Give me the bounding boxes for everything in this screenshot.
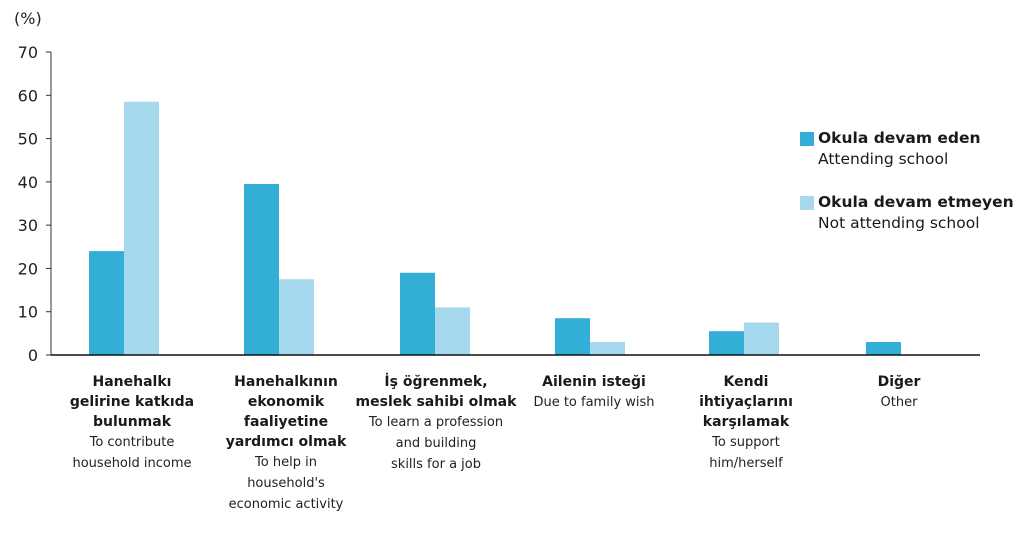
category-label-0: Hanehalkı gelirine katkıda bulunmak To c… bbox=[47, 372, 217, 474]
legend-label-en: Attending school bbox=[818, 150, 949, 168]
category-label-en: To help in household's economic activity bbox=[228, 455, 344, 512]
bar-attending-5 bbox=[866, 342, 901, 355]
legend-swatch-not-attending bbox=[800, 196, 814, 210]
category-label-1: Hanehalkının ekonomik faaliyetine yardım… bbox=[201, 372, 371, 515]
category-label-en: Other bbox=[880, 395, 918, 410]
legend-label-tr: Okula devam eden bbox=[818, 129, 981, 147]
category-label-en: Due to family wish bbox=[533, 395, 655, 410]
y-tick-label: 0 bbox=[28, 346, 38, 365]
bar-attending-2 bbox=[400, 272, 435, 355]
category-label-en: To learn a profession and building skill… bbox=[368, 415, 504, 472]
bar-not-attending-0 bbox=[124, 101, 159, 356]
category-label-3: Ailenin isteği Due to family wish bbox=[509, 372, 679, 413]
bar-not-attending-1 bbox=[279, 279, 314, 355]
category-label-2: İş öğrenmek, meslek sahibi olmak To lear… bbox=[351, 372, 521, 475]
category-label-tr: Diğer bbox=[877, 374, 921, 390]
bar-not-attending-2 bbox=[435, 307, 470, 355]
bar-not-attending-3 bbox=[590, 342, 625, 355]
category-label-4: Kendi ihtiyaçlarını karşılamak To suppor… bbox=[661, 372, 831, 474]
bar-attending-4 bbox=[709, 331, 744, 355]
y-unit-label: (%) bbox=[14, 9, 42, 28]
category-label-tr: Kendi ihtiyaçlarını karşılamak bbox=[699, 374, 793, 430]
category-label-en: To support him/herself bbox=[709, 435, 783, 471]
legend-item-not-attending: Okula devam etmeyen Not attending school bbox=[800, 192, 1020, 234]
category-label-tr: Ailenin isteği bbox=[542, 374, 646, 390]
category-label-tr: İş öğrenmek, meslek sahibi olmak bbox=[355, 374, 517, 410]
y-tick-label: 40 bbox=[18, 173, 38, 192]
legend: Okula devam eden Attending school Okula … bbox=[800, 128, 1020, 256]
legend-label-en: Not attending school bbox=[818, 214, 980, 232]
bar-not-attending-4 bbox=[744, 322, 779, 355]
bar-attending-1 bbox=[244, 184, 279, 355]
y-tick-label: 50 bbox=[18, 130, 38, 149]
y-tick-label: 10 bbox=[18, 303, 38, 322]
y-tick-label: 60 bbox=[18, 86, 38, 105]
bar-attending-3 bbox=[555, 318, 590, 355]
category-label-en: To contribute household income bbox=[72, 435, 192, 471]
y-axis-ticks: 0 10 20 30 40 50 60 70 bbox=[18, 43, 51, 365]
legend-item-attending: Okula devam eden Attending school bbox=[800, 128, 1020, 170]
category-label-tr: Hanehalkı gelirine katkıda bulunmak bbox=[69, 374, 195, 430]
legend-label-tr: Okula devam etmeyen bbox=[818, 193, 1014, 211]
category-label-5: Diğer Other bbox=[814, 372, 984, 413]
category-label-tr: Hanehalkının ekonomik faaliyetine yardım… bbox=[225, 374, 347, 450]
legend-swatch-attending bbox=[800, 132, 814, 146]
bars-group bbox=[89, 101, 901, 356]
y-tick-label: 30 bbox=[18, 216, 38, 235]
y-tick-label: 20 bbox=[18, 259, 38, 278]
bar-attending-0 bbox=[89, 251, 124, 355]
y-tick-label: 70 bbox=[18, 43, 38, 62]
